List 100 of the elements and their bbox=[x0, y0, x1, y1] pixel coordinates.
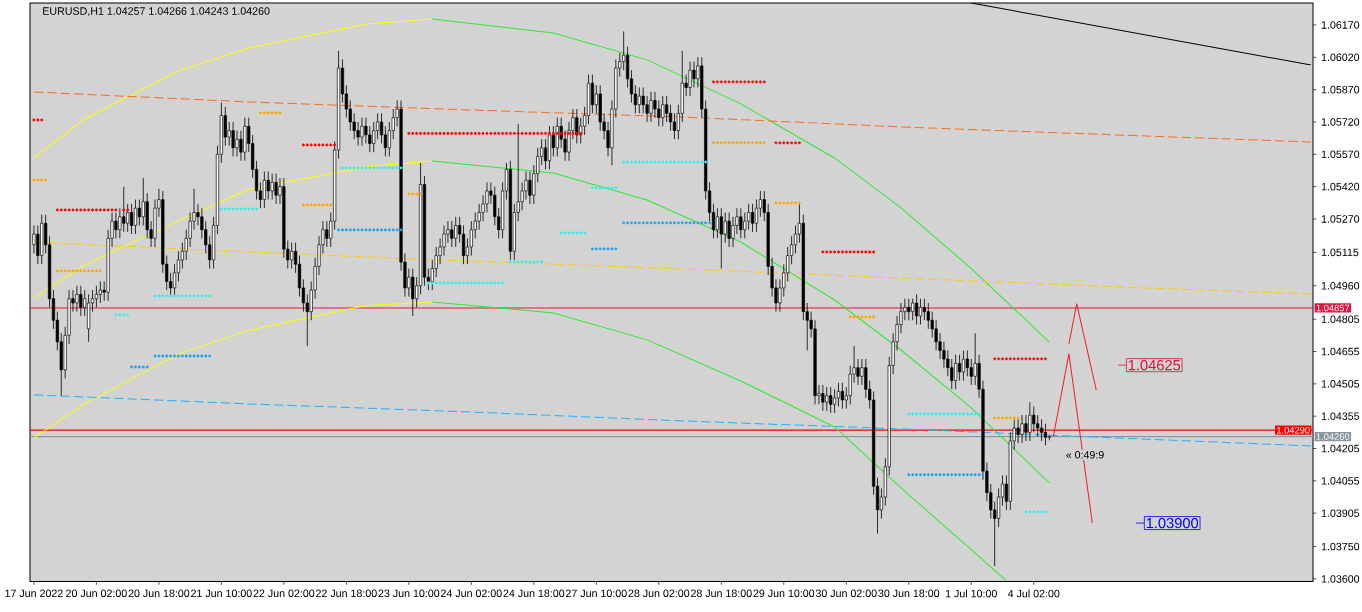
x-tick-label: 23 Jun 10:00 bbox=[378, 589, 440, 598]
candlestick bbox=[141, 177, 145, 226]
x-tick-label: 22 Jun 02:00 bbox=[253, 589, 315, 598]
ref-line-label: 1.04290 bbox=[1277, 426, 1310, 434]
candlestick bbox=[239, 130, 243, 162]
candlestick bbox=[907, 298, 911, 321]
candlestick bbox=[266, 171, 270, 200]
candlestick bbox=[637, 87, 641, 114]
y-tick-label: 1.05720 bbox=[1321, 118, 1360, 126]
line-series bbox=[33, 394, 1312, 447]
candlestick bbox=[274, 173, 278, 205]
candlestick bbox=[461, 225, 466, 265]
candlestick bbox=[528, 171, 532, 205]
candlestick bbox=[290, 242, 294, 269]
candlestick bbox=[133, 199, 138, 235]
y-tick-label: 1.04505 bbox=[1321, 380, 1360, 388]
x-tick-label: 29 Jun 10:00 bbox=[753, 589, 815, 598]
candlestick bbox=[723, 212, 727, 244]
y-tick-label: 1.04960 bbox=[1321, 282, 1360, 290]
candlestick bbox=[840, 382, 844, 410]
y-tick-label: 1.03905 bbox=[1321, 509, 1360, 517]
candlestick bbox=[1036, 414, 1040, 438]
candlestick bbox=[114, 212, 118, 239]
candlestick bbox=[235, 130, 239, 157]
candlestick bbox=[262, 171, 266, 209]
y-tick-label: 1.04205 bbox=[1321, 444, 1360, 453]
y-tick-label: 1.05115 bbox=[1321, 248, 1359, 257]
candlestick bbox=[1032, 406, 1036, 433]
candlestick bbox=[122, 186, 126, 233]
candlestick bbox=[411, 268, 415, 317]
x-tick-label: 24 Jun 18:00 bbox=[503, 589, 565, 598]
candlestick bbox=[590, 74, 595, 114]
candlestick bbox=[860, 358, 864, 386]
y-tick-label: 1.05270 bbox=[1321, 215, 1360, 223]
x-tick-label: 17 Jun 2022 bbox=[5, 589, 63, 598]
candlestick bbox=[836, 382, 841, 407]
x-tick-label: 21 Jun 10:00 bbox=[191, 589, 252, 598]
candlestick bbox=[915, 293, 919, 325]
candlestick bbox=[727, 212, 731, 248]
candlestick bbox=[129, 203, 134, 235]
x-tick-label: 20 Jun 18:00 bbox=[128, 589, 190, 598]
candlestick bbox=[829, 386, 833, 414]
candlestick bbox=[1020, 414, 1024, 444]
candlestick bbox=[270, 173, 274, 200]
candlestick bbox=[922, 298, 926, 321]
y-tick-label: 1.04055 bbox=[1321, 477, 1360, 485]
y-tick-label: 1.05420 bbox=[1321, 182, 1360, 191]
x-tick-label: 24 Jun 02:00 bbox=[441, 589, 502, 598]
candlestick bbox=[668, 104, 673, 131]
candlestick bbox=[543, 138, 548, 170]
candlestick bbox=[672, 112, 677, 140]
candlestick bbox=[961, 350, 966, 382]
candlestick bbox=[430, 259, 434, 291]
candlestick bbox=[1039, 419, 1044, 442]
candlestick bbox=[75, 285, 79, 313]
candlestick bbox=[32, 225, 36, 254]
x-tick-label: 27 Jun 10:00 bbox=[566, 589, 627, 598]
y-tick-label: 1.04805 bbox=[1321, 315, 1360, 323]
candlestick bbox=[957, 354, 962, 382]
candlestick bbox=[376, 112, 380, 140]
candlestick bbox=[954, 354, 958, 390]
x-tick-label: 4 Jul 02:00 bbox=[1007, 589, 1060, 598]
x-tick-label: 22 Jun 18:00 bbox=[316, 589, 377, 598]
candlestick bbox=[692, 61, 696, 88]
candlestick bbox=[926, 302, 930, 330]
ref-line-label: 1.04260 bbox=[1316, 433, 1350, 440]
chart-title: EURUSD,H1 1.04257 1.04266 1.04243 1.04260 bbox=[43, 7, 270, 17]
annotation: 1.03900 bbox=[1146, 517, 1199, 529]
candlestick bbox=[973, 332, 977, 386]
candlestick bbox=[387, 121, 391, 157]
line-series bbox=[431, 301, 1007, 582]
candlestick bbox=[325, 220, 329, 248]
annotation: 1.04625 bbox=[1128, 359, 1181, 371]
candlestick bbox=[94, 285, 98, 308]
candlestick bbox=[454, 216, 458, 248]
y-tick-label: 1.04655 bbox=[1321, 347, 1360, 356]
candlestick bbox=[1024, 414, 1028, 442]
y-tick-label: 1.05870 bbox=[1321, 85, 1360, 94]
candlestick bbox=[715, 207, 719, 239]
candlestick bbox=[36, 225, 40, 265]
x-tick-label: 1 Jul 10:00 bbox=[945, 589, 997, 598]
candlestick bbox=[555, 117, 559, 157]
line-series bbox=[33, 91, 1312, 143]
line-series bbox=[33, 18, 433, 159]
candlestick bbox=[1016, 419, 1020, 444]
candlestick bbox=[950, 358, 954, 390]
y-tick-label: 1.06170 bbox=[1321, 21, 1360, 29]
candlestick bbox=[832, 388, 837, 414]
candlestick bbox=[911, 298, 915, 321]
candlestick bbox=[450, 220, 454, 248]
x-tick-label: 28 Jun 18:00 bbox=[691, 589, 752, 598]
annotation: « 0:49:9 bbox=[1066, 451, 1104, 459]
line-series bbox=[33, 160, 433, 299]
candlestick bbox=[1028, 401, 1032, 442]
candlestick bbox=[231, 121, 235, 157]
candlestick bbox=[551, 125, 555, 157]
y-tick-label: 1.03600 bbox=[1321, 575, 1360, 583]
y-tick-label: 1.05570 bbox=[1321, 150, 1360, 159]
x-tick-label: 28 Jun 02:00 bbox=[628, 589, 690, 598]
candlestick bbox=[793, 225, 798, 254]
